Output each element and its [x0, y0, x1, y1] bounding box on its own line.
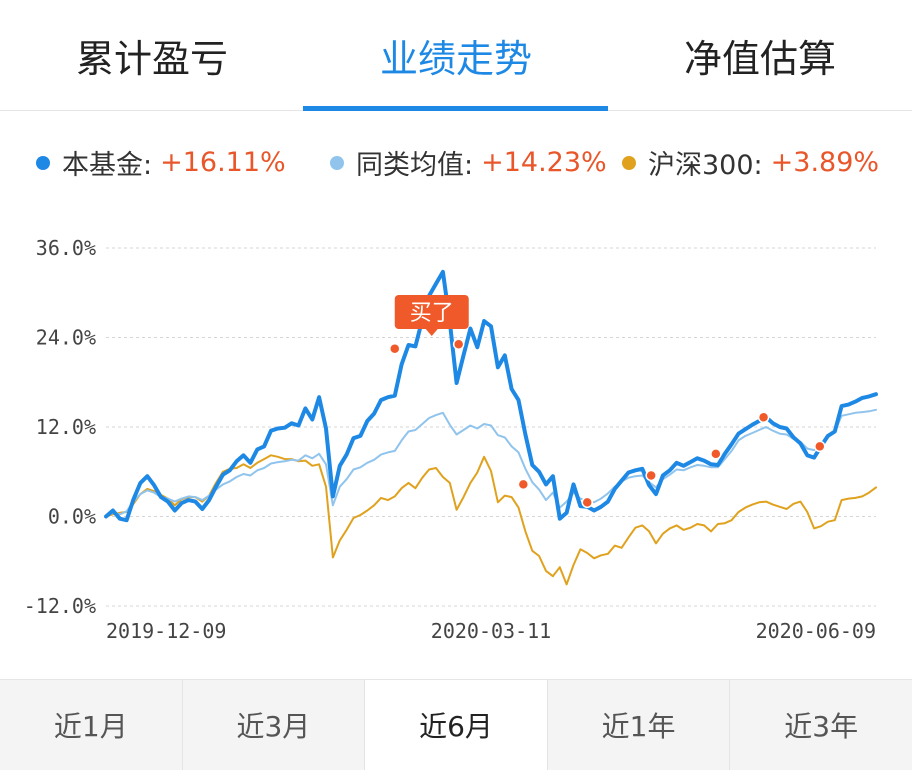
buy-marker[interactable] — [645, 469, 657, 482]
y-tick-label: 36.0% — [36, 236, 96, 260]
chart-legend: 本基金: +16.11% 同类均值: +14.23% 沪深300: +3.89% — [0, 143, 912, 187]
legend-item-hs300: 沪深300: +3.89% — [622, 143, 879, 182]
legend-value-hs300: +3.89% — [770, 147, 880, 178]
buy-marker[interactable] — [710, 448, 722, 460]
x-tick-label: 2019-12-09 — [106, 619, 226, 643]
tab-performance-trend[interactable]: 业绩走势 — [379, 36, 532, 81]
hs300-dot-icon — [622, 155, 636, 170]
fund-dot-icon — [36, 155, 50, 170]
buy-marker[interactable] — [814, 440, 826, 453]
buy-marker[interactable] — [757, 411, 770, 424]
y-tick-label: 0.0% — [48, 505, 96, 529]
legend-label-hs300: 沪深300: — [648, 150, 763, 181]
legend-label-fund: 本基金: — [62, 150, 153, 181]
buy-annotation-pointer — [425, 329, 438, 336]
active-tab-indicator — [303, 106, 608, 111]
legend-value-fund: +16.11% — [160, 147, 286, 178]
buy-marker[interactable] — [389, 342, 401, 355]
tab-nav-estimate[interactable]: 净值估算 — [683, 36, 836, 81]
performance-line-chart: 36.0% 24.0% 12.0% 0.0% -12.0% 2019-12-09 2020-… — [24, 236, 878, 643]
x-tick-label: 2020-06-09 — [756, 619, 876, 643]
y-tick-label: 24.0% — [36, 326, 96, 350]
period-1-year[interactable]: 近1年 — [547, 680, 731, 770]
tab-cumulative-profit[interactable]: 累计盈亏 — [75, 36, 228, 81]
category-avg-dot-icon — [330, 155, 344, 170]
top-tab-bar: 累计盈亏 业绩走势 净值估算 — [0, 0, 912, 111]
y-tick-label: -12.0% — [24, 594, 96, 618]
fund-series-line — [104, 269, 878, 523]
buy-annotation-text: 买了 — [410, 301, 454, 326]
hs300-series-line — [105, 454, 877, 586]
period-1-month[interactable]: 近1月 — [0, 680, 183, 770]
legend-value-category-avg: +14.23% — [481, 147, 607, 178]
buy-marker[interactable] — [517, 478, 530, 491]
buy-marker[interactable] — [452, 338, 465, 350]
period-3-years[interactable]: 近3年 — [730, 680, 912, 770]
x-tick-label: 2020-03-11 — [431, 619, 551, 643]
category-avg-series-line — [105, 408, 877, 518]
legend-label-category-avg: 同类均值: — [356, 150, 474, 181]
period-3-months[interactable]: 近3月 — [182, 680, 366, 770]
legend-item-category-avg: 同类均值: +14.23% — [330, 143, 607, 182]
buy-marker[interactable] — [581, 496, 593, 509]
period-6-months[interactable]: 近6月 — [365, 680, 548, 770]
period-selector: 近1月 近3月 近6月 近1年 近3年 — [0, 679, 912, 770]
legend-item-fund: 本基金: +16.11% — [36, 143, 286, 182]
buy-annotation-bubble — [394, 295, 469, 329]
y-tick-label: 12.0% — [36, 415, 96, 439]
